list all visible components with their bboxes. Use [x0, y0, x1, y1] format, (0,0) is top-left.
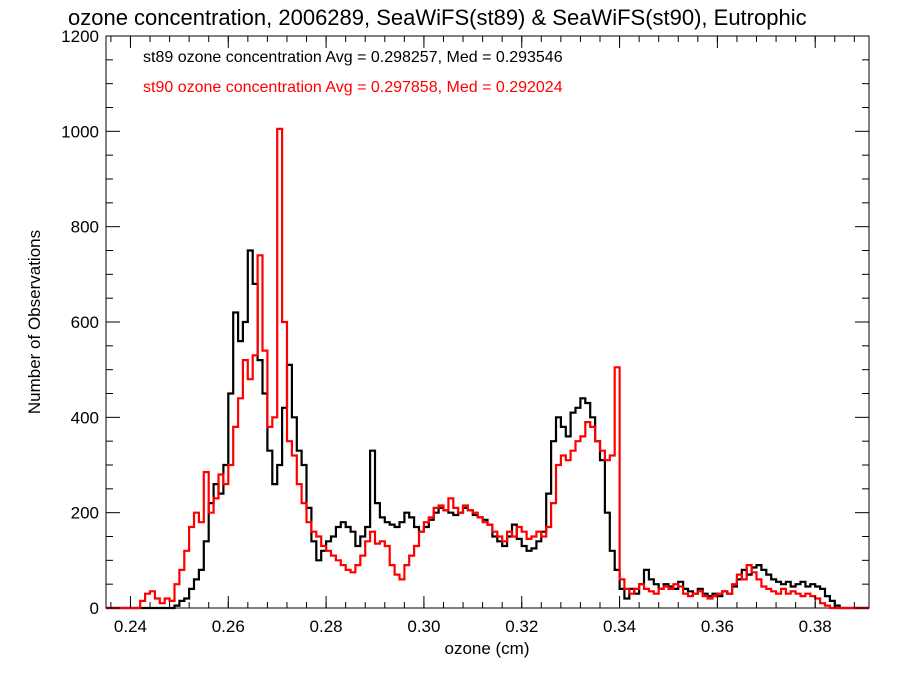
y-tick-label: 0 [90, 599, 99, 618]
legend-st89: st89 ozone concentration Avg = 0.298257,… [143, 49, 563, 66]
y-tick-label: 400 [71, 408, 99, 427]
chart-title: ozone concentration, 2006289, SeaWiFS(st… [68, 5, 807, 30]
x-axis: 0.24 0.26 0.28 0.30 0.32 0.34 0.36 0.38 [110, 36, 855, 636]
y-tick-label: 600 [71, 313, 99, 332]
series-layer [106, 127, 869, 610]
x-tick-label: 0.30 [407, 617, 440, 636]
y-axis: 0 200 400 600 800 1000 1200 [61, 27, 869, 618]
x-tick-label: 0.26 [212, 617, 245, 636]
x-tick-label: 0.38 [799, 617, 832, 636]
y-axis-label: Number of Observations [25, 230, 44, 414]
y-tick-label: 1200 [61, 27, 99, 46]
y-tick-label: 800 [71, 218, 99, 237]
y-tick-label: 200 [71, 504, 99, 523]
y-tick-label: 1000 [61, 122, 99, 141]
legend-st90: st90 ozone concentration Avg = 0.297858,… [143, 79, 563, 96]
x-axis-label: ozone (cm) [444, 639, 529, 658]
x-tick-label: 0.32 [505, 617, 538, 636]
x-tick-label: 0.28 [310, 617, 343, 636]
x-tick-label: 0.36 [701, 617, 734, 636]
x-tick-label: 0.24 [114, 617, 147, 636]
series-line-st90 [106, 127, 869, 610]
x-tick-label: 0.34 [603, 617, 636, 636]
series-line-st89 [106, 249, 869, 610]
